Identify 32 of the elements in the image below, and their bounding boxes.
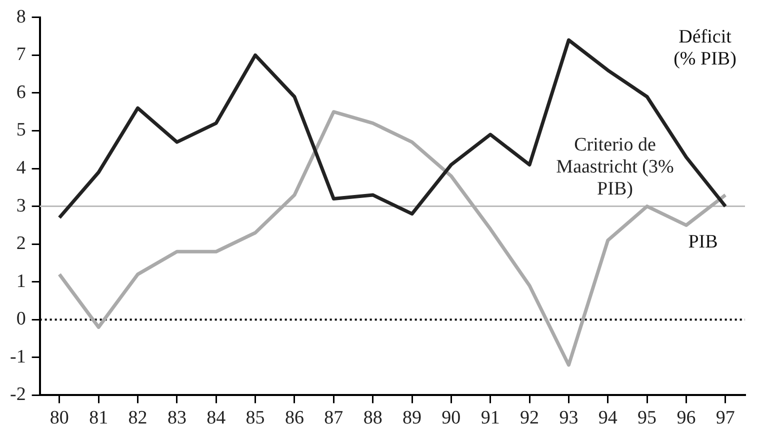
y-tick-label: 5	[16, 120, 26, 141]
y-tick-label: 1	[16, 270, 26, 292]
x-tick-label: 94	[598, 408, 618, 429]
text: Déficit (% PIB)	[674, 26, 736, 70]
x-tick-label: 81	[89, 408, 108, 429]
x-tick-label: 93	[559, 408, 578, 429]
series-label: PIB	[688, 231, 718, 252]
y-tick-label: 3	[16, 195, 26, 216]
x-tick-label: 87	[324, 408, 344, 429]
y-tick-label: 6	[16, 82, 26, 103]
x-tick-label: 97	[716, 408, 735, 429]
x-tick-label: 88	[363, 408, 382, 429]
y-tick-label: -2	[10, 384, 26, 406]
x-tick-label: 96	[676, 408, 696, 429]
x-tick-label: 80	[50, 408, 69, 429]
x-tick-label: 89	[402, 408, 422, 429]
x-tick-label: 90	[442, 408, 461, 429]
y-tick-label: -1	[10, 346, 26, 368]
y-tick-label: 7	[16, 44, 26, 66]
x-tick-label: 86	[284, 408, 304, 429]
x-tick-label: 95	[638, 408, 657, 429]
x-tick-label: 92	[520, 408, 540, 429]
ref-line-label: Criterio de Maastricht (3% PIB)	[556, 134, 674, 200]
y-tick-label: 0	[16, 308, 26, 330]
y-tick-label: 2	[16, 233, 26, 254]
y-tick-label: 4	[16, 158, 26, 179]
x-tick-label: 91	[480, 408, 500, 429]
y-tick-label: 8	[16, 6, 26, 28]
x-tick-label: 83	[167, 408, 186, 429]
x-tick-label: 84	[206, 408, 226, 429]
x-tick-label: 82	[128, 408, 148, 429]
x-tick-label: 85	[246, 408, 265, 429]
